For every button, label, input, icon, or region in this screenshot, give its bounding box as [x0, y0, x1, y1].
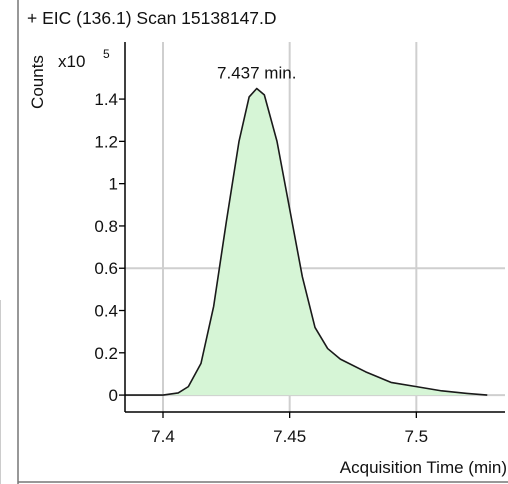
peak-line	[125, 87, 488, 396]
x-tick-label-1: 7.45	[273, 427, 306, 446]
x-axis-label: Acquisition Time (min)	[340, 458, 507, 477]
plot-area	[125, 87, 488, 396]
y-ticks: 0 0.2 0.4 0.6 0.8 1 1.2 1.4	[94, 90, 125, 405]
y-tick-label-7: 1.4	[94, 90, 118, 109]
y-tick-label-4: 0.8	[94, 217, 118, 236]
y-axis-label: Counts	[28, 55, 47, 109]
y-multiplier-exponent: 5	[103, 47, 110, 61]
x-tick-label-2: 7.5	[405, 427, 429, 446]
y-multiplier-base: x10	[58, 52, 85, 71]
axes	[124, 42, 505, 413]
y-tick-label-2: 0.4	[94, 302, 118, 321]
y-tick-label-0: 0	[109, 386, 118, 405]
y-tick-label-6: 1.2	[94, 132, 118, 151]
y-tick-label-5: 1	[109, 175, 118, 194]
annotations: 7.437 min.	[217, 64, 296, 83]
y-tick-label-1: 0.2	[94, 344, 118, 363]
chart-title: + EIC (136.1) Scan 15138147.D	[27, 8, 277, 28]
peak-area-fill	[125, 88, 488, 396]
y-tick-label-3: 0.6	[94, 259, 118, 278]
x-tick-label-0: 7.4	[151, 427, 175, 446]
peak-annotation-0: 7.437 min.	[217, 64, 296, 83]
x-ticks: 7.4 7.45 7.5	[151, 412, 428, 446]
